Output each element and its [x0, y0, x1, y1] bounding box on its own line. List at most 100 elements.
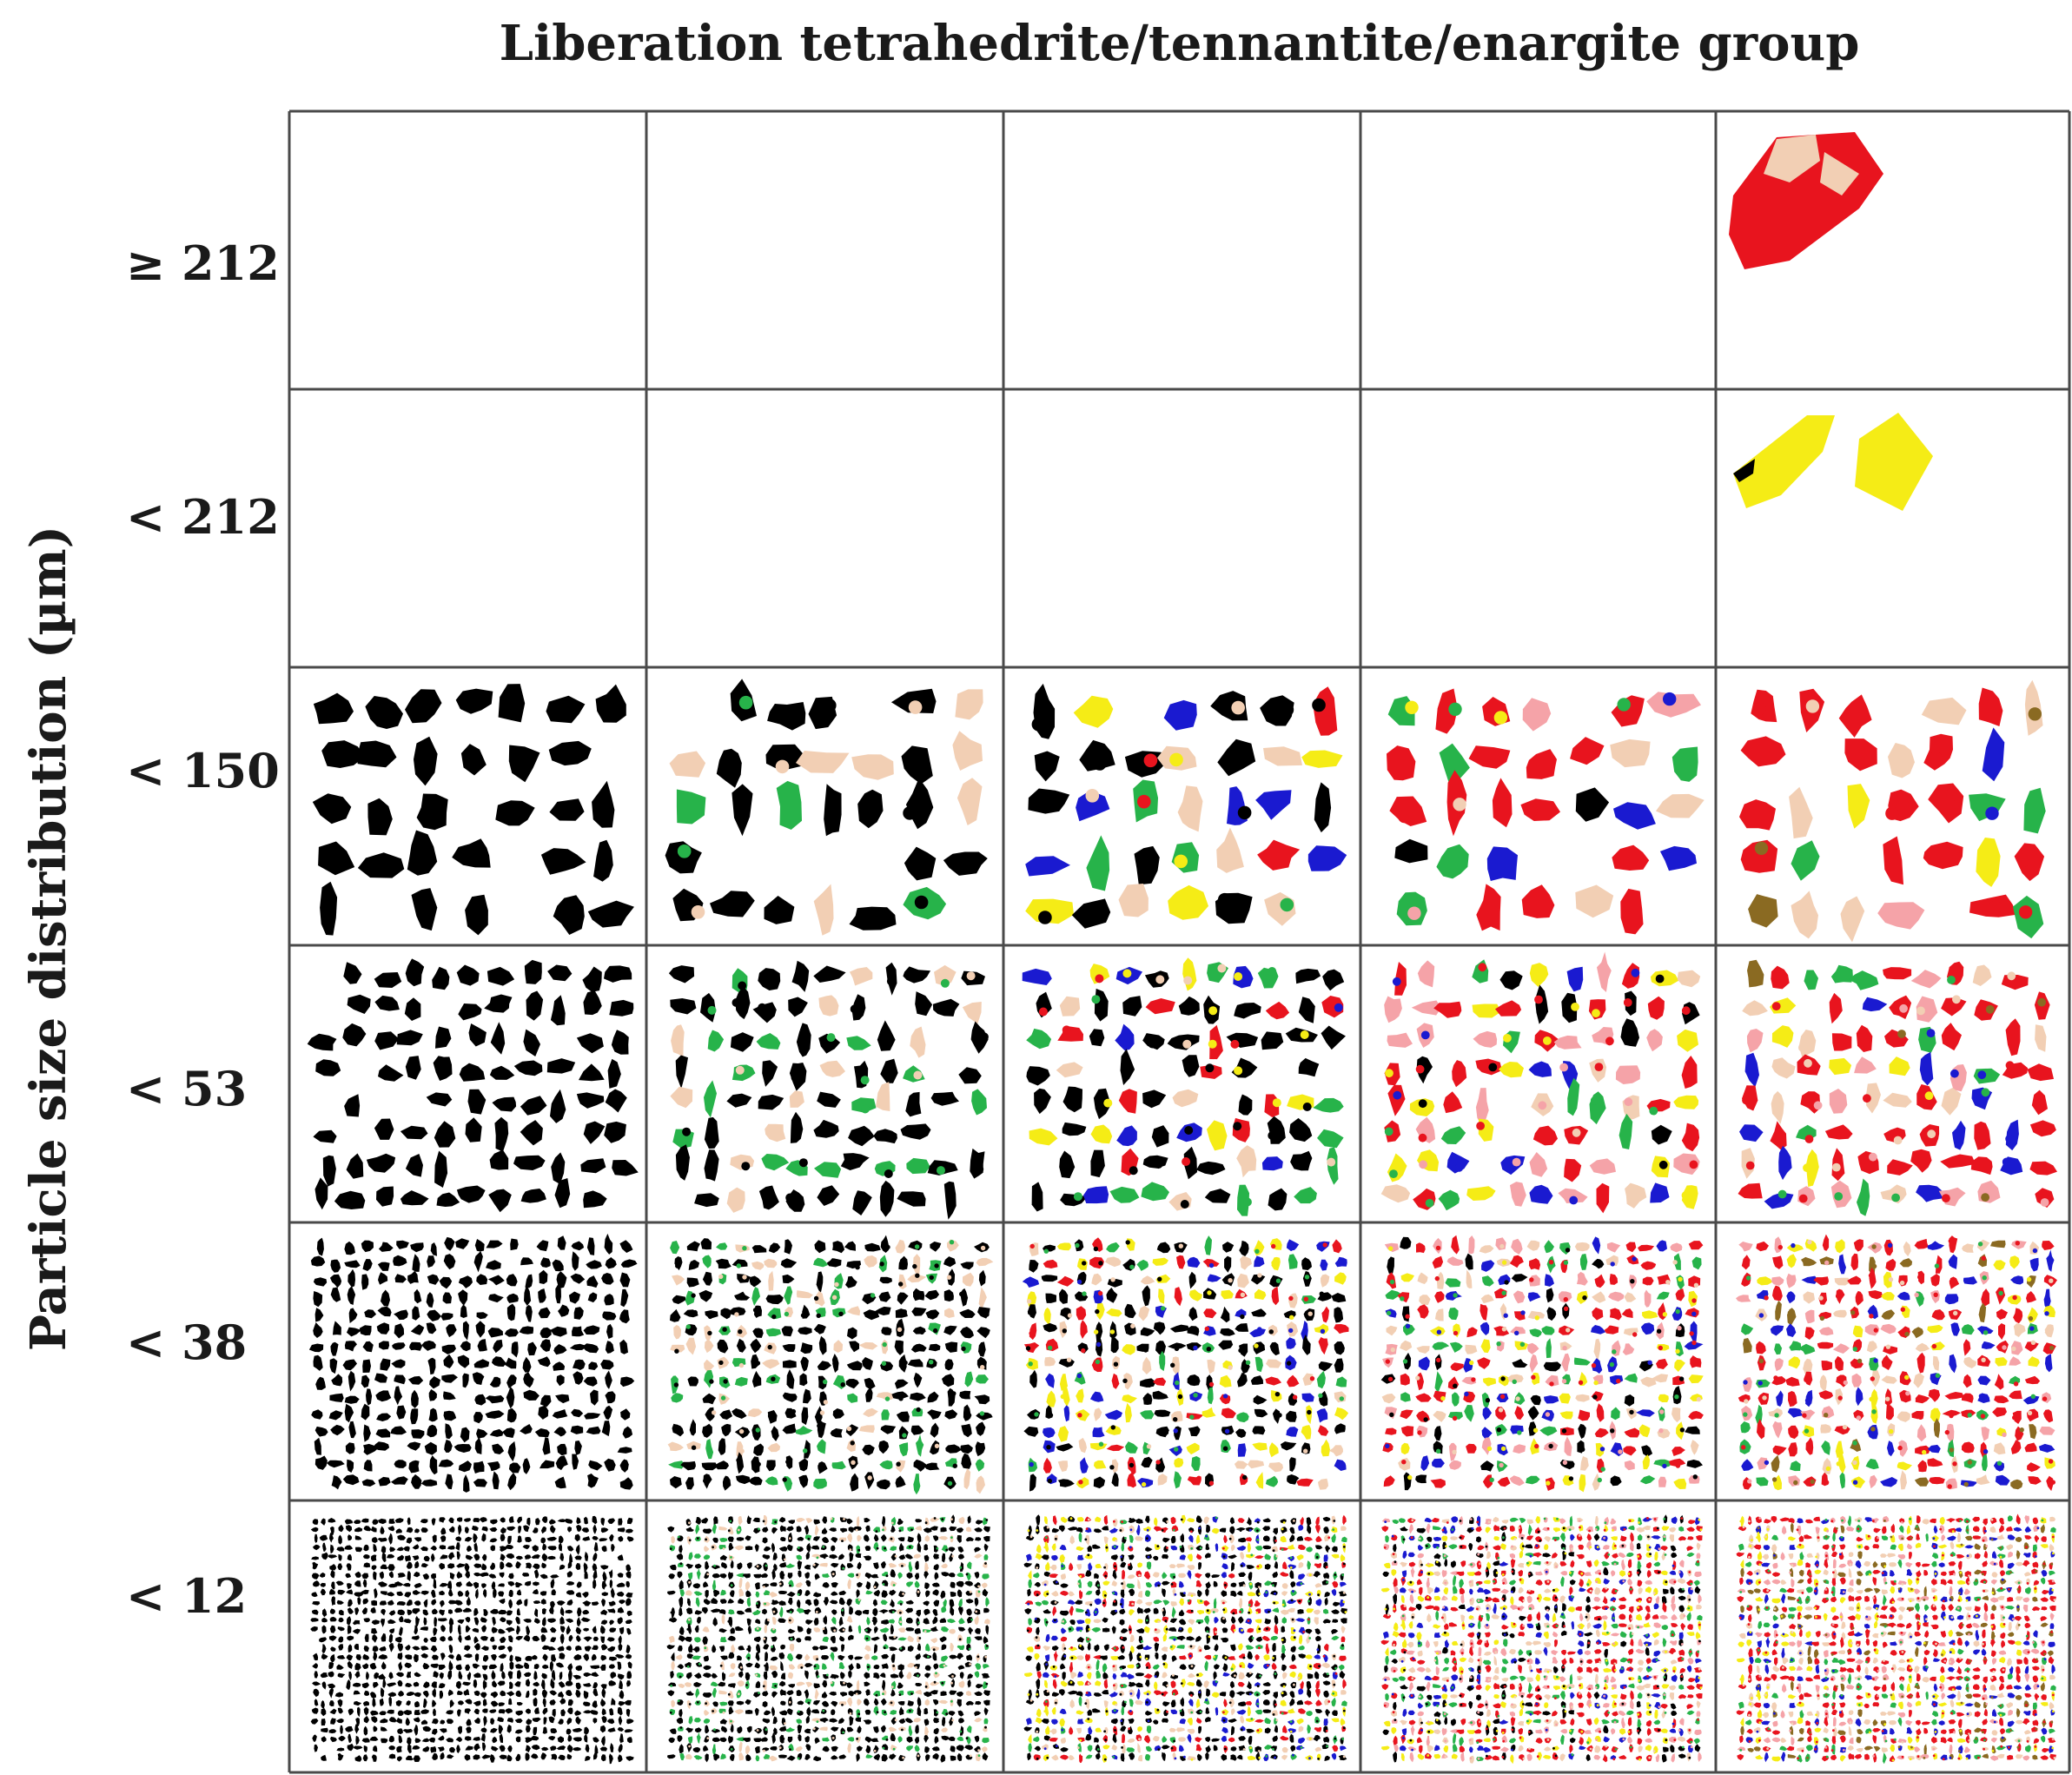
particle	[728, 1652, 735, 1659]
particle	[1916, 996, 1938, 1023]
particle	[1240, 1255, 1252, 1270]
particle-phase	[2019, 1427, 2024, 1433]
particle	[671, 1024, 685, 1057]
particle	[1415, 1242, 1426, 1254]
particle-phase	[976, 1665, 979, 1668]
particle-phase	[1899, 1003, 1909, 1013]
particle-phase	[951, 1719, 955, 1722]
particle	[430, 1663, 440, 1668]
particle	[388, 1696, 392, 1706]
particle	[616, 1582, 626, 1587]
particle	[804, 1663, 813, 1668]
particle	[575, 1716, 581, 1725]
particle	[525, 1537, 532, 1543]
particle	[619, 1679, 623, 1690]
particle	[1152, 1390, 1168, 1400]
particle	[508, 1635, 513, 1643]
row-label-ge212: ≥ 212	[126, 235, 280, 291]
particle	[1235, 1323, 1249, 1332]
particle	[412, 1254, 420, 1272]
particle	[618, 1743, 623, 1753]
particle-phase	[784, 1722, 786, 1725]
particle	[848, 1654, 854, 1660]
particle-phase	[816, 1243, 822, 1248]
particle	[364, 1690, 369, 1696]
particle-phase	[886, 977, 896, 986]
particle-phase	[1496, 1427, 1502, 1433]
particle	[959, 1390, 971, 1400]
particle	[912, 1254, 921, 1275]
particle	[754, 1707, 759, 1716]
particle-phase	[976, 1655, 980, 1659]
particle	[949, 1690, 957, 1695]
particle-phase	[1543, 1037, 1552, 1045]
particle	[321, 1719, 326, 1726]
particle	[811, 1718, 822, 1723]
particle	[1755, 1404, 1763, 1426]
particle	[407, 1375, 424, 1385]
particle	[492, 1356, 506, 1367]
particle	[600, 1625, 606, 1634]
particle	[532, 1635, 540, 1642]
particle	[463, 1518, 472, 1522]
particle	[1090, 1149, 1105, 1178]
particle	[846, 1438, 856, 1452]
particle	[754, 1544, 759, 1553]
particle	[599, 1664, 606, 1671]
particle-phase	[1066, 1357, 1072, 1362]
particle	[922, 1629, 932, 1633]
particle-phase	[1981, 1193, 1990, 1202]
particle	[1575, 787, 1610, 822]
particle	[398, 1661, 403, 1672]
particle	[550, 1574, 559, 1579]
particle-phase	[1609, 1325, 1614, 1331]
particle-phase	[1085, 1527, 1089, 1531]
particle	[427, 1424, 438, 1438]
particle	[352, 1682, 361, 1687]
particle-phase	[1924, 1091, 1934, 1101]
particle-phase	[725, 1427, 730, 1434]
particle	[420, 1563, 429, 1568]
particle-phase	[841, 1540, 844, 1542]
particle	[848, 1125, 875, 1147]
particle-phase	[2040, 1198, 2049, 1207]
particle	[387, 1599, 394, 1606]
particle	[1154, 1517, 1158, 1527]
particle	[1673, 1095, 1699, 1109]
particle	[1801, 1275, 1818, 1284]
particle	[876, 1082, 890, 1111]
particle	[880, 1058, 898, 1083]
particle	[890, 1553, 897, 1561]
particle	[547, 964, 573, 982]
particle	[1507, 1374, 1524, 1383]
particle-phase	[1257, 1273, 1262, 1278]
particle-phase	[1029, 1243, 1035, 1249]
particle	[762, 1691, 769, 1697]
particle-phase	[1093, 757, 1107, 771]
particle	[550, 1600, 555, 1609]
particle	[525, 1274, 533, 1288]
particle	[439, 1582, 449, 1587]
particle	[514, 1729, 523, 1734]
particle	[930, 1517, 940, 1522]
particle	[761, 1154, 790, 1171]
particle	[1605, 1255, 1619, 1267]
particle	[728, 1617, 733, 1628]
particle	[1476, 884, 1501, 931]
particle	[517, 1670, 521, 1679]
particle-phase	[826, 1192, 836, 1202]
particle	[830, 1652, 835, 1662]
particle	[1589, 1091, 1606, 1125]
particle-phase	[1869, 1314, 1874, 1319]
particle	[515, 1710, 524, 1716]
particle-phase	[899, 1611, 902, 1614]
particle-phase	[1109, 1465, 1115, 1470]
particle	[559, 1616, 565, 1625]
particle	[442, 1292, 452, 1304]
particle-phase	[824, 1531, 827, 1534]
particle	[321, 1700, 325, 1709]
particle	[2005, 1018, 2021, 1056]
particle	[407, 1270, 419, 1284]
particle	[507, 1441, 516, 1462]
particle	[1059, 1150, 1076, 1179]
